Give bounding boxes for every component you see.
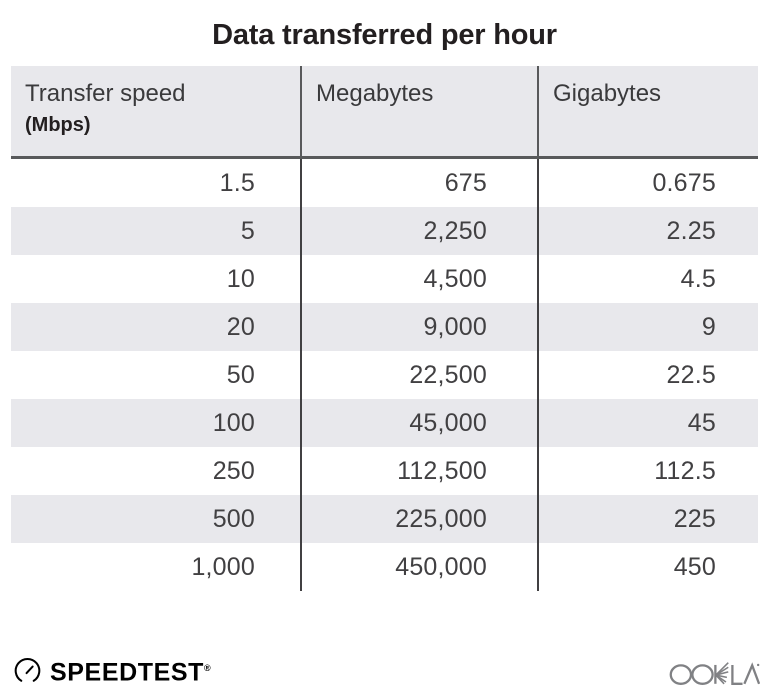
column-header-gigabytes: Gigabytes [537,66,758,159]
column-header-transfer-speed: Transfer speed (Mbps) [11,66,301,159]
cell-gigabytes: 45 [537,399,758,447]
cell-gigabytes: 225 [537,495,758,543]
cell-transfer-speed: 5 [11,207,301,255]
cell-megabytes: 450,000 [300,543,538,591]
speedtest-wordmark: SPEEDTEST® [50,656,211,685]
table-row: 20 9,000 9 [11,303,758,351]
table-row: 250 112,500 112.5 [11,447,758,495]
cell-megabytes: 2,250 [300,207,538,255]
column-header-gigabytes-label: Gigabytes [553,80,662,107]
data-table-container: Transfer speed (Mbps) Megabytes Gigabyte… [11,66,758,591]
footer: SPEEDTEST® [0,645,769,698]
table-header: Transfer speed (Mbps) Megabytes Gigabyte… [11,66,758,159]
cell-transfer-speed: 1.5 [11,157,301,207]
cell-megabytes: 225,000 [300,495,538,543]
cell-transfer-speed: 50 [11,351,301,399]
column-header-megabytes-label: Megabytes [316,80,434,107]
table-row: 1,000 450,000 450 [11,543,758,591]
cell-gigabytes: 2.25 [537,207,758,255]
data-table: Transfer speed (Mbps) Megabytes Gigabyte… [11,66,758,591]
cell-megabytes: 22,500 [300,351,538,399]
table-row: 50 22,500 22.5 [11,351,758,399]
speedometer-icon [14,657,41,684]
cell-megabytes: 45,000 [300,399,538,447]
header-row: Transfer speed (Mbps) Megabytes Gigabyte… [11,66,758,159]
cell-transfer-speed: 100 [11,399,301,447]
cell-megabytes: 112,500 [300,447,538,495]
table-row: 1.5 675 0.675 [11,157,758,207]
column-header-transfer-speed-label: Transfer speed [25,80,186,107]
cell-gigabytes: 9 [537,303,758,351]
cell-transfer-speed: 500 [11,495,301,543]
cell-transfer-speed: 1,000 [11,543,301,591]
cell-transfer-speed: 10 [11,255,301,303]
cell-transfer-speed: 20 [11,303,301,351]
speedtest-registered-mark: ® [204,663,211,673]
cell-gigabytes: 22.5 [537,351,758,399]
table-row: 100 45,000 45 [11,399,758,447]
table-row: 500 225,000 225 [11,495,758,543]
column-header-transfer-speed-unit: (Mbps) [25,114,91,136]
ookla-logo [668,653,760,687]
table-row: 5 2,250 2.25 [11,207,758,255]
cell-gigabytes: 0.675 [537,157,758,207]
table-row: 10 4,500 4.5 [11,255,758,303]
cell-megabytes: 9,000 [300,303,538,351]
speedtest-wordmark-text: SPEEDTEST [50,658,205,687]
cell-gigabytes: 4.5 [537,255,758,303]
cell-transfer-speed: 250 [11,447,301,495]
cell-gigabytes: 450 [537,543,758,591]
column-header-megabytes: Megabytes [300,66,538,159]
page-title: Data transferred per hour [212,19,557,51]
table-body: 1.5 675 0.675 5 2,250 2.25 10 4,500 4.5 … [11,157,758,591]
cell-megabytes: 675 [300,157,538,207]
cell-gigabytes: 112.5 [537,447,758,495]
cell-megabytes: 4,500 [300,255,538,303]
speedtest-logo: SPEEDTEST® [14,656,211,685]
